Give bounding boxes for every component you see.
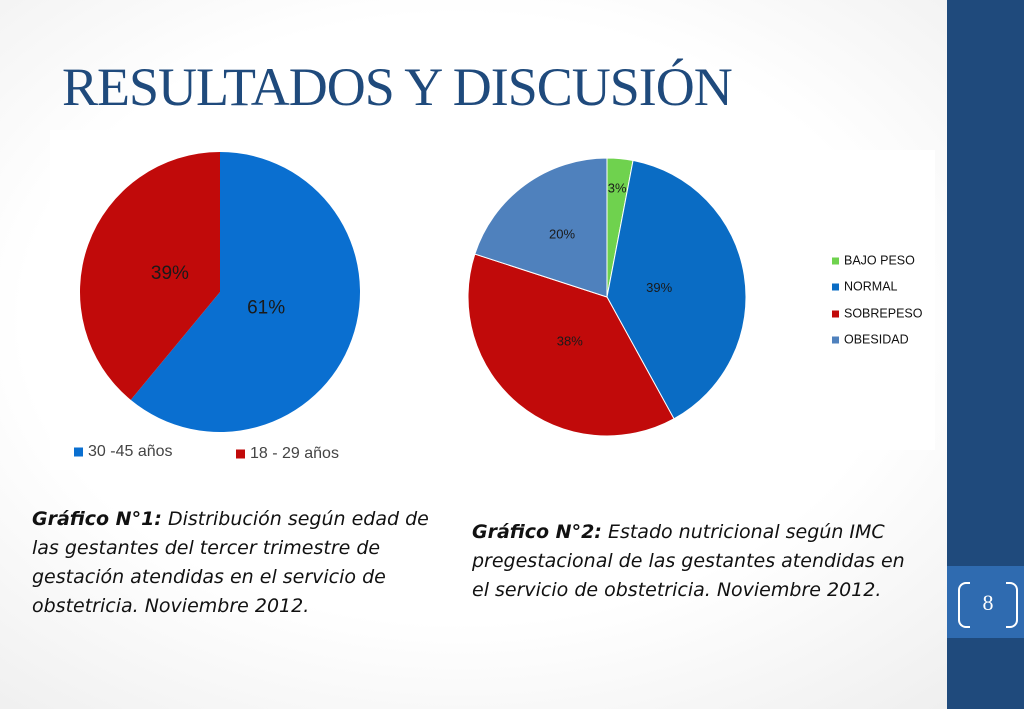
data-label-obesidad: 20% — [549, 227, 575, 242]
legend-label-18-29-a-os: 18 - 29 años — [250, 445, 339, 462]
page-number-badge: 8 — [958, 578, 1018, 628]
legend-swatch-sobrepeso — [832, 310, 839, 318]
legend-swatch-bajo-peso — [832, 257, 839, 265]
chart-1-caption-label: Gráfico N°1: — [32, 508, 162, 530]
bracket-right-icon — [1006, 582, 1018, 628]
data-label-bajo-peso: 3% — [608, 180, 627, 195]
pie-slice-18-29-a-os — [79, 152, 220, 400]
legend-swatch-obesidad — [832, 336, 839, 344]
data-label-30-45-a-os: 61% — [247, 298, 285, 319]
legend-label-normal: NORMAL — [844, 279, 898, 293]
chart-1-caption: Gráfico N°1: Distribución según edad de … — [32, 505, 457, 621]
page-number: 8 — [982, 590, 994, 615]
legend-swatch-18-29-a-os — [236, 449, 245, 459]
chart-2-caption-text: Estado nutricional según IMC pregestacio… — [472, 521, 905, 601]
pie-slice-obesidad — [474, 157, 608, 298]
chart-2-caption-label: Gráfico N°2: — [472, 521, 602, 543]
pie-slice-30-45-a-os — [130, 152, 360, 433]
chart-1-caption-text: Distribución según edad de las gestantes… — [32, 508, 429, 617]
data-label-normal: 39% — [646, 280, 672, 295]
chart-2-caption: Gráfico N°2: Estado nutricional según IM… — [472, 518, 917, 605]
data-label-sobrepeso: 38% — [557, 333, 583, 348]
legend-swatch-30-45-a-os — [74, 447, 83, 457]
legend-label-30-45-a-os: 30 -45 años — [88, 443, 173, 460]
slide-title: RESULTADOS Y DISCUSIÓN — [62, 57, 733, 117]
legend-label-obesidad: OBESIDAD — [844, 332, 909, 346]
pie-slice-sobrepeso — [467, 253, 675, 437]
pie-slice-normal — [606, 159, 747, 420]
data-label-18-29-a-os: 39% — [151, 263, 189, 284]
legend-label-bajo-peso: BAJO PESO — [844, 253, 915, 267]
bracket-left-icon — [958, 582, 970, 628]
legend-swatch-normal — [832, 283, 839, 291]
legend-label-sobrepeso: SOBREPESO — [844, 306, 923, 320]
